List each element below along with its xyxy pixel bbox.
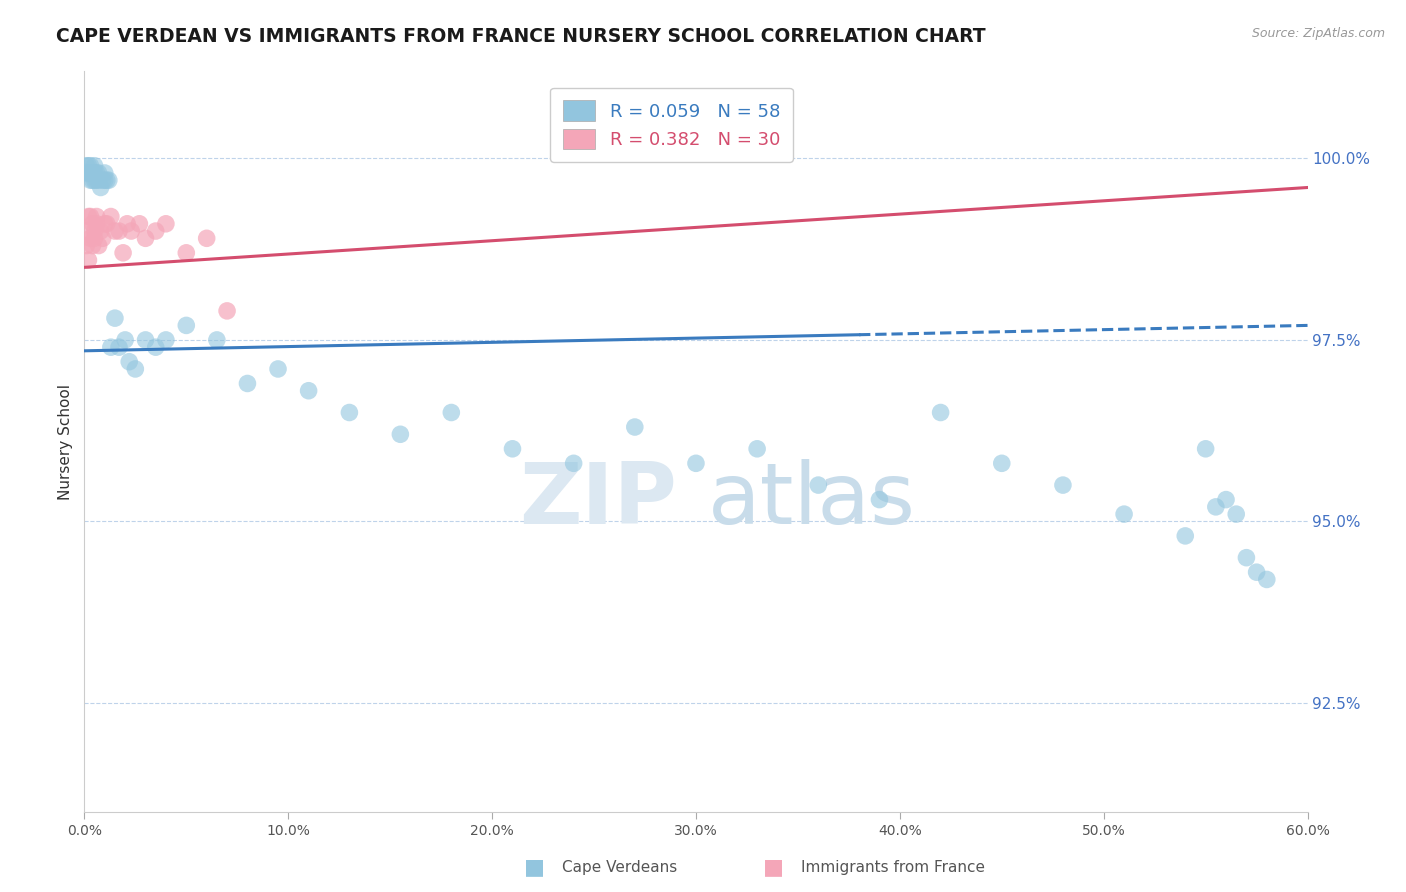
Point: [869, 492, 891, 507]
Point: [747, 442, 769, 456]
Point: [1246, 565, 1268, 579]
Point: [86, 210, 108, 224]
Point: [108, 224, 131, 238]
Point: [440, 405, 463, 419]
Point: [77, 166, 100, 180]
Point: [86, 217, 108, 231]
Point: [624, 420, 647, 434]
Point: [155, 333, 177, 347]
Point: [77, 159, 100, 173]
Point: [83, 231, 105, 245]
Point: [75, 166, 97, 180]
Point: [93, 217, 115, 231]
Text: CAPE VERDEAN VS IMMIGRANTS FROM FRANCE NURSERY SCHOOL CORRELATION CHART: CAPE VERDEAN VS IMMIGRANTS FROM FRANCE N…: [56, 27, 986, 45]
Point: [502, 442, 524, 456]
Text: ZIP: ZIP: [519, 459, 676, 542]
Legend: R = 0.059   N = 58, R = 0.382   N = 30: R = 0.059 N = 58, R = 0.382 N = 30: [550, 87, 793, 162]
Point: [217, 304, 239, 318]
Point: [83, 166, 105, 180]
Point: [83, 173, 105, 187]
Point: [96, 217, 118, 231]
Point: [298, 384, 321, 398]
Point: [112, 245, 135, 260]
Point: [104, 224, 127, 238]
Point: [90, 224, 112, 238]
Point: [339, 405, 361, 419]
Point: [120, 224, 142, 238]
Point: [1195, 442, 1218, 456]
Point: [82, 238, 104, 252]
Point: [174, 318, 197, 333]
Point: [75, 238, 97, 252]
Point: [104, 311, 127, 326]
Point: [90, 180, 112, 194]
Point: [807, 478, 830, 492]
Point: [145, 340, 167, 354]
Point: [562, 456, 585, 470]
Point: [135, 333, 157, 347]
Point: [87, 173, 110, 187]
Point: [174, 245, 197, 260]
Point: [87, 238, 110, 252]
Point: [1174, 529, 1197, 543]
Point: [93, 166, 115, 180]
Point: [87, 166, 110, 180]
Point: [86, 166, 108, 180]
Point: [77, 210, 100, 224]
Point: [929, 405, 952, 419]
Point: [991, 456, 1014, 470]
Text: Source: ZipAtlas.com: Source: ZipAtlas.com: [1251, 27, 1385, 40]
Point: [79, 166, 101, 180]
Point: [135, 231, 157, 245]
Point: [195, 231, 218, 245]
Point: [108, 340, 131, 354]
Point: [82, 173, 104, 187]
Point: [79, 231, 101, 245]
Point: [1225, 507, 1247, 521]
Point: [124, 362, 146, 376]
Text: Cape Verdeans: Cape Verdeans: [562, 860, 678, 874]
Point: [77, 253, 100, 268]
Point: [1052, 478, 1074, 492]
Point: [100, 340, 122, 354]
Point: [100, 210, 122, 224]
Point: [267, 362, 290, 376]
Point: [389, 427, 412, 442]
Point: [114, 333, 136, 347]
Point: [1256, 573, 1278, 587]
Text: ■: ■: [763, 857, 783, 877]
Point: [91, 231, 114, 245]
Point: [1215, 492, 1237, 507]
Point: [93, 173, 115, 187]
Point: [145, 224, 167, 238]
Y-axis label: Nursery School: Nursery School: [58, 384, 73, 500]
Point: [97, 173, 120, 187]
Point: [91, 173, 114, 187]
Point: [1114, 507, 1136, 521]
Text: atlas: atlas: [709, 459, 917, 542]
Point: [685, 456, 707, 470]
Point: [96, 173, 118, 187]
Point: [75, 159, 97, 173]
Point: [79, 173, 101, 187]
Point: [1205, 500, 1227, 514]
Point: [155, 217, 177, 231]
Point: [128, 217, 150, 231]
Point: [86, 173, 108, 187]
Point: [79, 159, 101, 173]
Point: [118, 354, 141, 368]
Point: [83, 224, 105, 238]
Point: [83, 159, 105, 173]
Point: [236, 376, 259, 391]
Text: Immigrants from France: Immigrants from France: [801, 860, 986, 874]
Point: [79, 210, 101, 224]
Point: [75, 224, 97, 238]
Point: [82, 166, 104, 180]
Point: [82, 217, 104, 231]
Point: [205, 333, 228, 347]
Point: [115, 217, 138, 231]
Point: [1236, 550, 1258, 565]
Text: ■: ■: [524, 857, 544, 877]
